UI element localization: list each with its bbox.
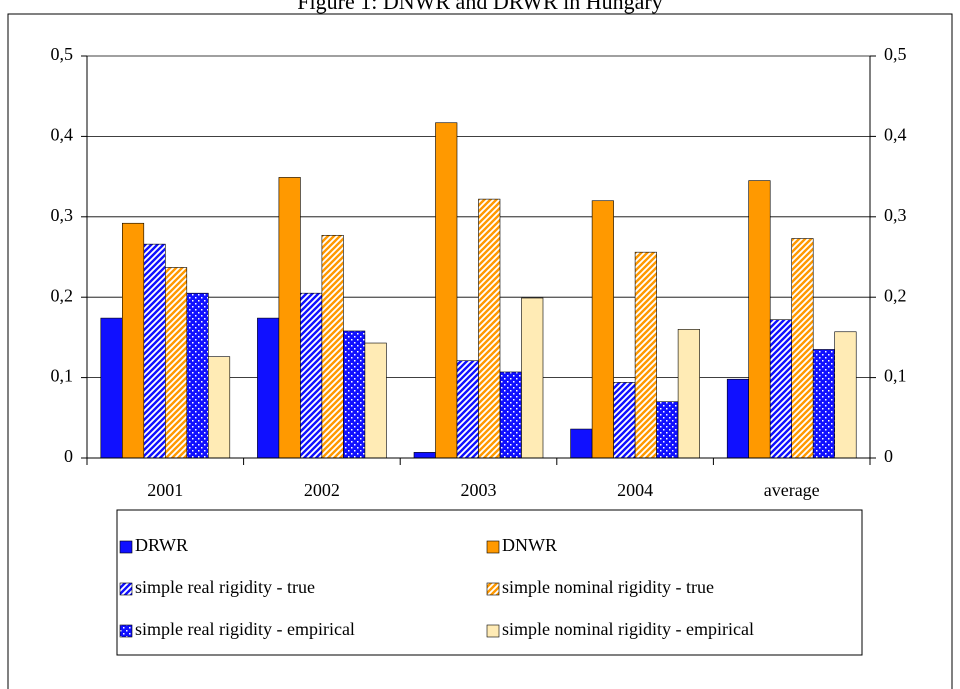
y-tick-label: 0,4: [51, 125, 74, 145]
legend-swatch: [486, 624, 500, 638]
legend-swatch: [119, 540, 133, 554]
bar: [613, 382, 636, 459]
bar: [364, 342, 387, 459]
legend-swatch: [486, 582, 500, 596]
y2-tick-label: 0,4: [884, 125, 907, 145]
y2-tick-label: 0,2: [884, 285, 907, 305]
bar: [570, 428, 593, 459]
bar: [791, 238, 814, 459]
bar: [812, 349, 836, 459]
bar: [591, 200, 614, 459]
legend-swatch: [119, 624, 133, 638]
bar: [278, 177, 301, 459]
bar: [435, 122, 458, 459]
bar: [143, 243, 166, 459]
bar: [165, 267, 188, 459]
x-tick-label: 2001: [147, 480, 183, 500]
legend-swatch: [119, 582, 133, 596]
y2-tick-label: 0,5: [884, 44, 907, 64]
bar: [413, 452, 436, 459]
y2-tick-label: 0,1: [884, 366, 907, 386]
bar: [499, 371, 522, 459]
bar: [300, 292, 323, 459]
legend-label: DNWR: [502, 535, 557, 555]
bar: [834, 331, 857, 459]
bar: [100, 317, 123, 459]
bar: [726, 378, 750, 459]
bar: [208, 356, 231, 459]
bar: [257, 317, 280, 459]
x-tick-label: 2004: [617, 480, 653, 500]
y-tick-label: 0,1: [51, 366, 74, 386]
bar: [677, 329, 700, 459]
y-tick-label: 0,2: [51, 285, 74, 305]
y2-tick-label: 0: [884, 446, 893, 466]
y-tick-label: 0,5: [51, 44, 74, 64]
bar: [478, 198, 501, 459]
bar: [748, 180, 771, 459]
bar: [634, 251, 657, 459]
bar: [122, 222, 145, 459]
bar: [343, 330, 366, 459]
legend-label: DRWR: [135, 535, 188, 555]
bar: [321, 234, 344, 459]
y-tick-label: 0,3: [51, 205, 74, 225]
x-tick-label: average: [764, 480, 820, 500]
y2-tick-label: 0,3: [884, 205, 907, 225]
y-tick-label: 0: [64, 446, 73, 466]
legend-label: simple real rigidity - empirical: [135, 619, 355, 639]
x-tick-label: 2003: [461, 480, 497, 500]
chart-title: Figure 1: DNWR and DRWR in Hungary: [297, 0, 662, 14]
legend-box: [116, 509, 863, 656]
legend-label: simple nominal rigidity - true: [502, 577, 714, 597]
legend-swatch: [486, 540, 500, 554]
bar: [521, 297, 544, 459]
bar: [769, 319, 793, 459]
legend-label: simple real rigidity - true: [135, 577, 315, 597]
bar: [456, 360, 479, 459]
x-tick-label: 2002: [304, 480, 340, 500]
bar: [656, 401, 679, 459]
legend-label: simple nominal rigidity - empirical: [502, 619, 754, 639]
frame: [7, 13, 953, 689]
bar: [186, 292, 209, 459]
